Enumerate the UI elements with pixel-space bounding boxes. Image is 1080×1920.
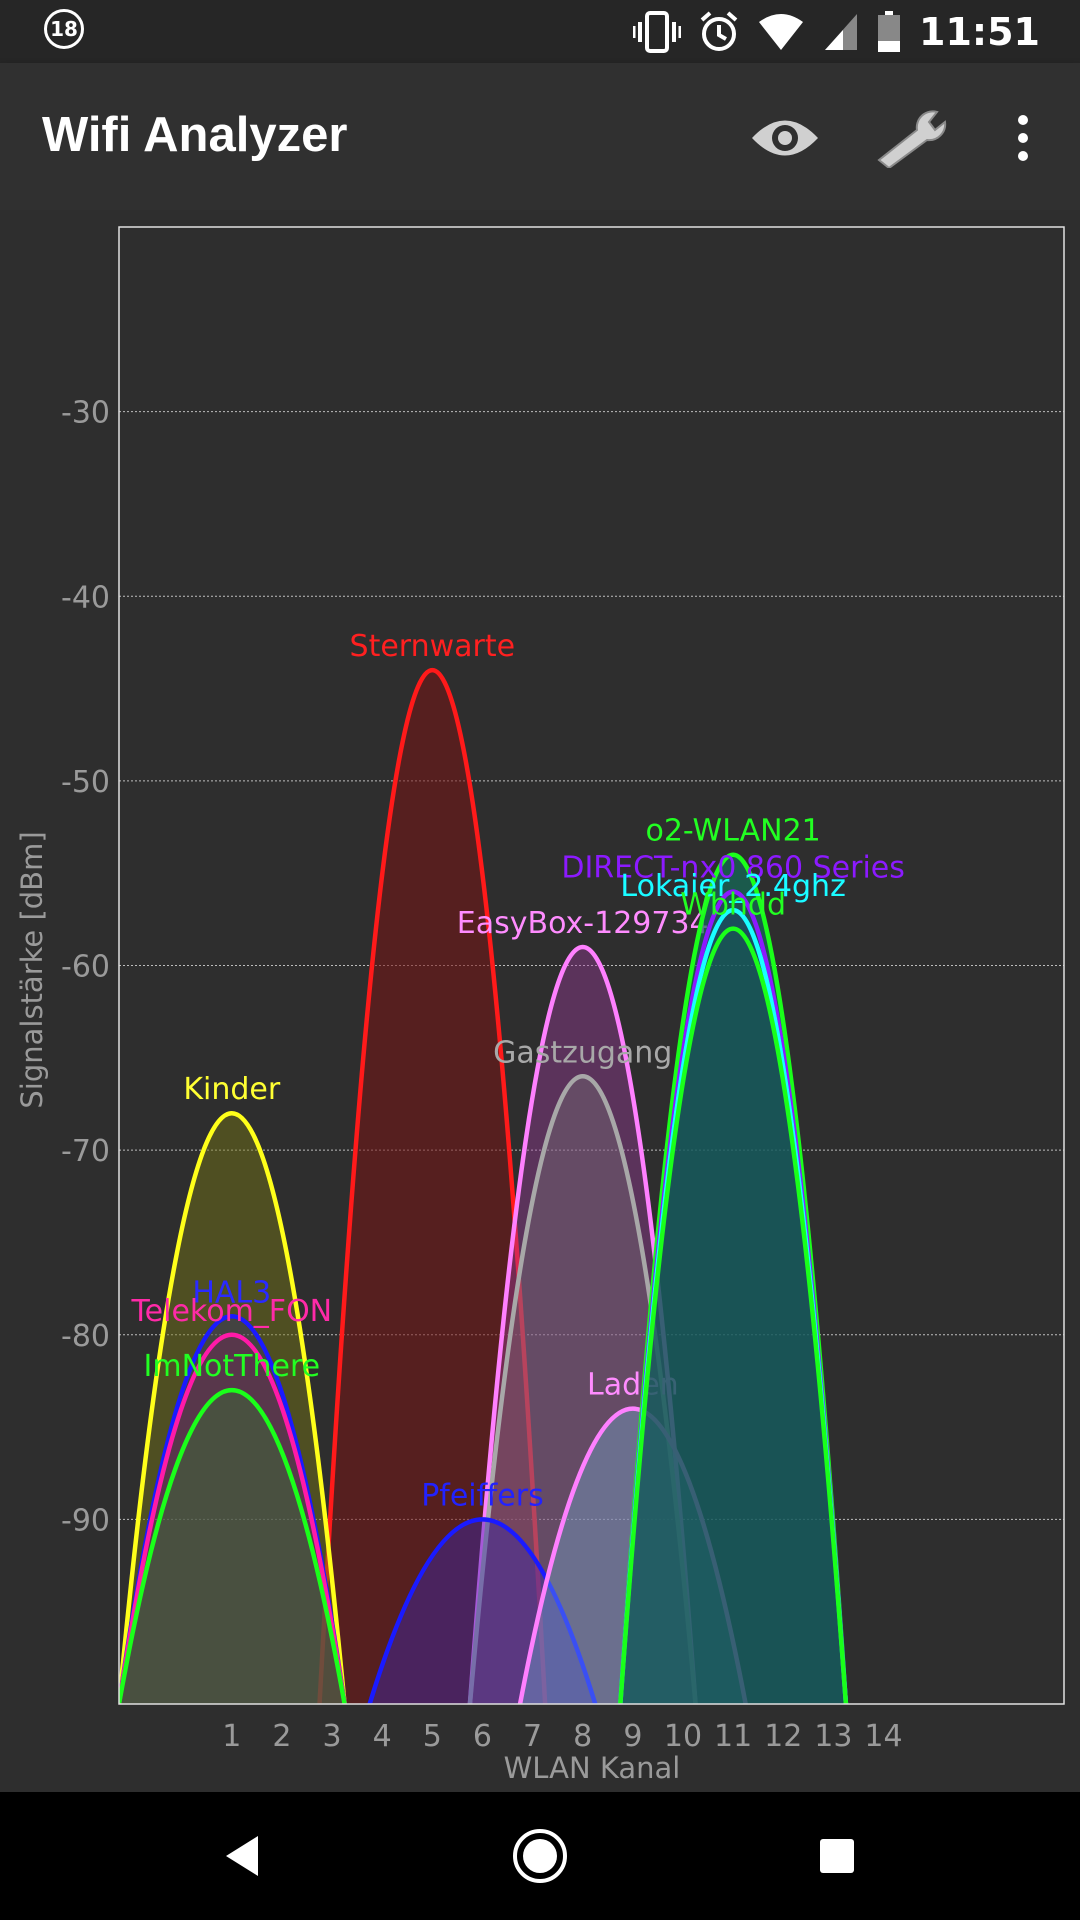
home-icon: [513, 1829, 567, 1883]
x-tick-label: 7: [523, 1719, 542, 1754]
y-tick-label: -40: [61, 580, 110, 615]
y-tick-label: -90: [61, 1503, 110, 1538]
network-label: Gastzugang: [493, 1035, 672, 1070]
x-tick-label: 3: [323, 1719, 342, 1754]
network-curve: [119, 1332, 347, 1704]
y-tick-label: -50: [61, 765, 110, 800]
network-curve: [317, 667, 548, 1704]
network-label: Kinder: [183, 1072, 281, 1107]
channel-graph-svg: -30-40-50-60-70-80-901 2 3 4 5 6 7 8 9 10 11 12 13 14…: [15, 226, 1065, 1785]
wrench-icon: [877, 110, 947, 168]
alarm-icon: [700, 11, 738, 51]
app-title: Wifi Analyzer: [42, 108, 348, 162]
recents-button[interactable]: [801, 1820, 873, 1892]
cell-signal-icon: [825, 14, 858, 50]
network-label: Lokaier_2.4ghz: [620, 869, 845, 904]
more-vert-icon: [1018, 115, 1028, 161]
x-tick-label: 6: [473, 1719, 492, 1754]
x-tick-label: 10: [664, 1719, 702, 1754]
x-tick-label: 2: [272, 1719, 291, 1754]
network-label: EasyBox-129734: [457, 906, 709, 941]
clock: 11:51: [919, 10, 1040, 54]
y-tick-label: -80: [61, 1319, 110, 1354]
network-curve: [119, 1111, 347, 1704]
battery-icon: [878, 11, 901, 52]
y-tick-label: -70: [61, 1134, 110, 1169]
network-curve: [367, 1517, 598, 1704]
status-icons: 11:51: [633, 8, 1040, 56]
network-label: Pfeiffers: [421, 1478, 544, 1513]
home-button[interactable]: [504, 1820, 576, 1892]
overflow-menu-button[interactable]: [978, 93, 1068, 183]
x-tick-label: 13: [814, 1719, 852, 1754]
channel-graph[interactable]: -30 -40 -50 -60 -70 -80 -90 1 2 3 4 5 6 7 8 9 10 11 12 13 14…: [0, 210, 1080, 1792]
x-axis-title: WLAN Kanal: [504, 1751, 681, 1785]
x-tick-label: 14: [864, 1719, 902, 1754]
network-label: o2-WLAN21: [645, 814, 820, 849]
y-tick-label: -60: [61, 950, 110, 985]
view-toggle-button[interactable]: [740, 93, 830, 183]
back-button[interactable]: [206, 1820, 278, 1892]
network-label: HAL3: [192, 1275, 271, 1310]
y-tick-label: -30: [61, 396, 110, 431]
network-label: Wbhdd: [680, 888, 786, 923]
recents-icon: [820, 1839, 854, 1873]
x-tick-label: 8: [573, 1719, 592, 1754]
plot-frame: [118, 226, 1065, 1705]
network-label: ImNotThere: [144, 1349, 321, 1384]
settings-button[interactable]: [866, 93, 956, 183]
status-bar: 18 11:51: [0, 0, 1080, 63]
x-tick-label: 4: [373, 1719, 392, 1754]
notification-badge: 18: [44, 9, 84, 49]
network-label: Sternwarte: [350, 629, 516, 664]
navigation-bar: [0, 1792, 1080, 1920]
app-bar: Wifi Analyzer: [0, 63, 1080, 210]
network-label: Lokaier_2.4ghz: [620, 869, 845, 904]
x-tick-label: 12: [764, 1719, 802, 1754]
network-curve: [618, 926, 849, 1704]
wifi-icon: [759, 14, 804, 50]
x-tick-label: 11: [714, 1719, 752, 1754]
network-label: DIRECT-nx0 860 Series: [561, 851, 905, 886]
network-curve: [119, 1388, 347, 1704]
vibrate-icon: [633, 11, 682, 53]
x-tick-label: 9: [623, 1719, 642, 1754]
back-icon: [226, 1836, 258, 1876]
x-tick-label: 1: [222, 1719, 241, 1754]
network-label: Telekom_FON: [130, 1294, 332, 1329]
eye-icon: [752, 120, 818, 156]
x-tick-label: 5: [423, 1719, 442, 1754]
y-axis-title: Signalstärke [dBm]: [15, 831, 49, 1108]
